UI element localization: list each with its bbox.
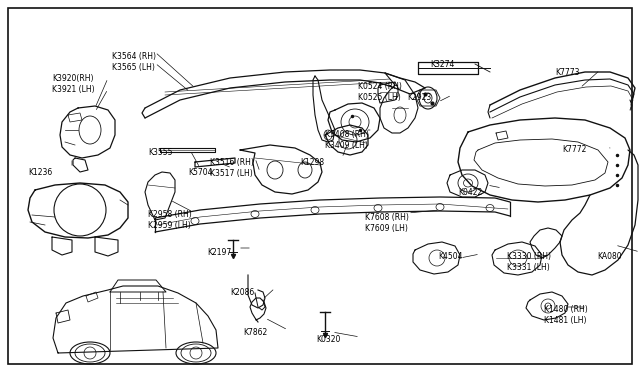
Text: K3517 (LH): K3517 (LH) (210, 169, 253, 178)
Text: K2197: K2197 (207, 248, 231, 257)
Text: K3331 (LH): K3331 (LH) (507, 263, 550, 272)
Text: K0422: K0422 (458, 188, 483, 197)
Text: K1236: K1236 (28, 168, 52, 177)
Text: K2959 (LH): K2959 (LH) (148, 221, 191, 230)
Text: K7773: K7773 (555, 68, 579, 77)
Text: K2086: K2086 (230, 288, 254, 297)
Text: K0320: K0320 (316, 335, 340, 344)
Text: K1481 (LH): K1481 (LH) (544, 316, 586, 325)
Text: K3330 (RH): K3330 (RH) (507, 252, 551, 261)
Text: K3274: K3274 (430, 60, 454, 69)
Text: K3565 (LH): K3565 (LH) (112, 63, 155, 72)
Text: K3564 (RH): K3564 (RH) (112, 52, 156, 61)
Text: K7772: K7772 (562, 145, 586, 154)
Text: K5704: K5704 (188, 168, 212, 177)
Text: K3921 (LH): K3921 (LH) (52, 85, 95, 94)
Text: K3408 (RH): K3408 (RH) (325, 130, 369, 139)
Text: K3920(RH): K3920(RH) (52, 74, 93, 83)
Text: KA080: KA080 (597, 252, 621, 261)
Text: K0525 (LH): K0525 (LH) (358, 93, 401, 102)
Text: K3555: K3555 (148, 148, 173, 157)
Text: K7608 (RH): K7608 (RH) (365, 213, 409, 222)
Text: K2923: K2923 (407, 93, 431, 102)
Text: K7862: K7862 (243, 328, 268, 337)
Text: K2958 (RH): K2958 (RH) (148, 210, 192, 219)
Text: K3516 (RH): K3516 (RH) (210, 158, 254, 167)
Text: K4504: K4504 (438, 252, 463, 261)
Text: K3409 (LH): K3409 (LH) (325, 141, 368, 150)
Text: K1480 (RH): K1480 (RH) (544, 305, 588, 314)
Text: K7609 (LH): K7609 (LH) (365, 224, 408, 233)
Text: K1298: K1298 (300, 158, 324, 167)
Text: K0524 (RH): K0524 (RH) (358, 82, 402, 91)
